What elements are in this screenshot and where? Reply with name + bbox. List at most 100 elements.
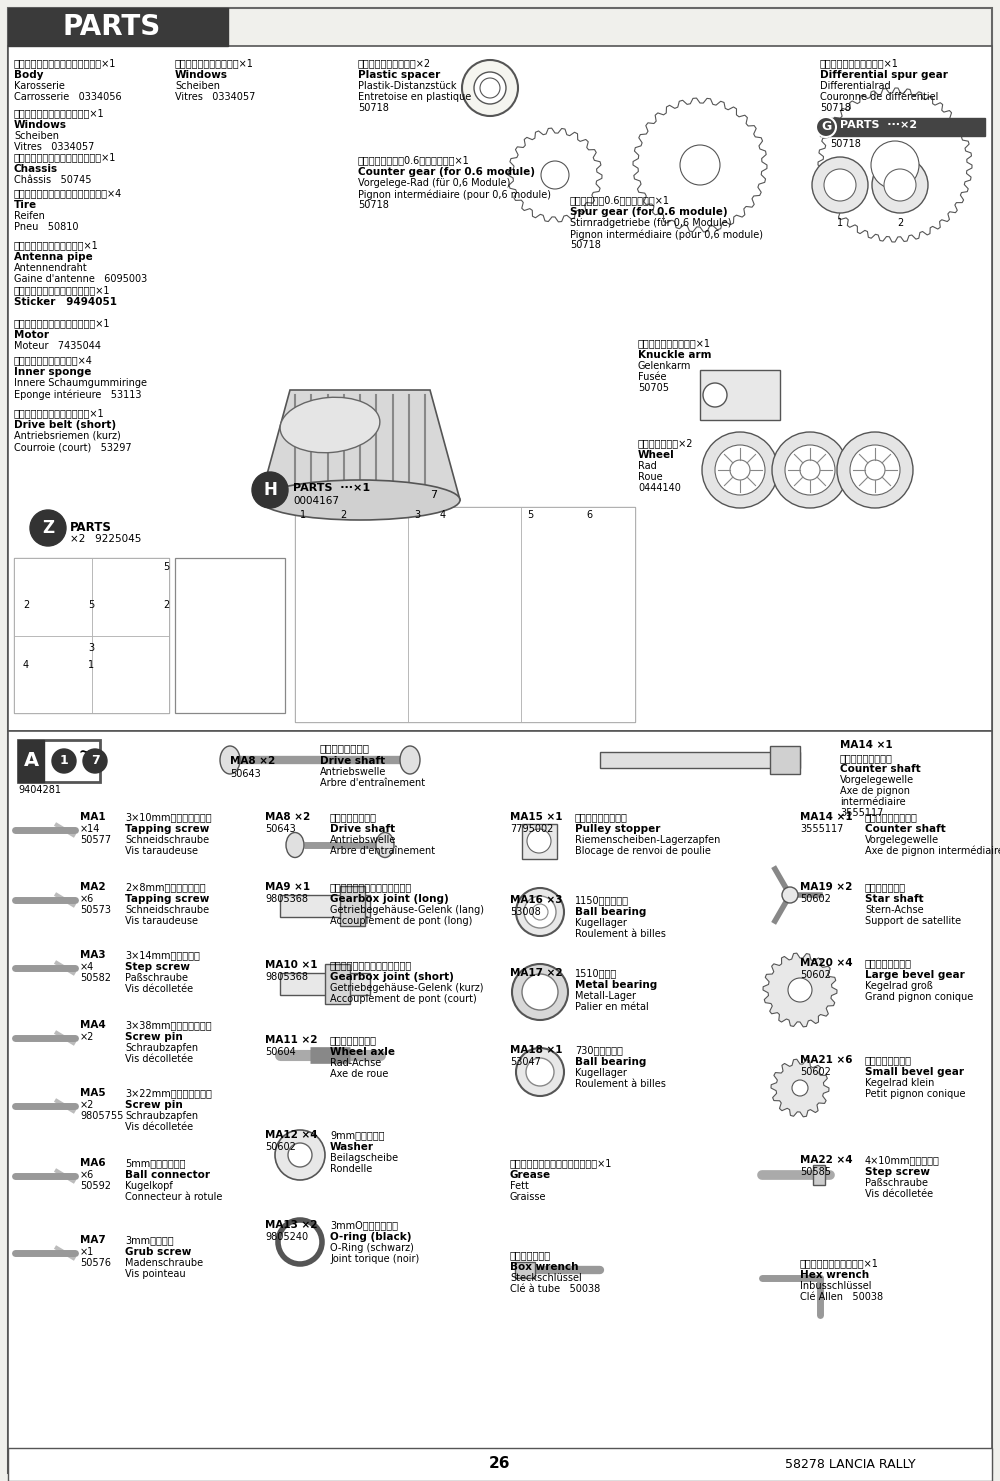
Text: Gearbox joint (long): Gearbox joint (long) [330,895,449,903]
Bar [14,558,92,635]
Text: MA3: MA3 [80,949,106,960]
Text: Schraubzapfen: Schraubzapfen [125,1111,198,1121]
Text: 9805368: 9805368 [265,895,308,903]
Text: Scheiben: Scheiben [14,130,59,141]
Circle shape [680,145,720,185]
Text: 0004167: 0004167 [293,496,339,507]
Text: 730ベアリング: 730ベアリング [575,1046,623,1054]
Text: Kugellager: Kugellager [575,918,627,929]
Circle shape [703,384,727,407]
Text: MA22 ×4: MA22 ×4 [800,1155,853,1166]
Text: Châssis   50745: Châssis 50745 [14,175,92,185]
Text: MA13 ×2: MA13 ×2 [265,1220,318,1231]
Bar [600,752,800,769]
Text: 50576: 50576 [80,1257,111,1268]
Text: Madenschraube: Madenschraube [125,1257,203,1268]
Text: MA10 ×1: MA10 ×1 [265,960,318,970]
Text: ボックスレンチ: ボックスレンチ [510,1250,551,1260]
Bar [14,558,169,712]
Bar [8,1448,992,1481]
Text: MA20 ×4: MA20 ×4 [800,958,853,969]
Text: MA11 ×2: MA11 ×2 [265,1035,318,1046]
Text: Rondelle: Rondelle [330,1164,372,1174]
Text: Grub screw: Grub screw [125,1247,191,1257]
Text: アンテナパイプ・・・・・×1: アンテナパイプ・・・・・×1 [14,240,99,250]
Text: 2: 2 [897,218,903,228]
Text: 50585: 50585 [800,1167,831,1177]
Text: Plastic spacer: Plastic spacer [358,70,440,80]
Text: 1: 1 [837,218,843,228]
Text: ×2   9225045: ×2 9225045 [70,535,141,544]
Bar [770,746,800,775]
Text: Hex wrench: Hex wrench [800,1271,869,1280]
Text: Schneidschraube: Schneidschraube [125,835,209,846]
Text: Roulement à billes: Roulement à billes [575,1080,666,1089]
Text: G: G [821,120,831,133]
Text: MA7: MA7 [80,1235,106,1246]
Text: Arbre d'entraînement: Arbre d'entraînement [330,846,435,856]
Text: 2: 2 [163,600,169,610]
Text: Screw pin: Screw pin [125,1100,183,1109]
Bar [8,46,992,732]
Ellipse shape [400,746,420,775]
Text: Step screw: Step screw [125,963,190,972]
Text: 5mmピローボール: 5mmピローボール [125,1158,186,1169]
Text: Rad: Rad [638,461,657,471]
Text: 0444140: 0444140 [638,483,681,493]
Text: Counter shaft: Counter shaft [865,823,946,834]
Bar [14,635,92,712]
Circle shape [30,509,66,546]
Bar [92,635,169,712]
Text: 3mmイモネジ: 3mmイモネジ [125,1235,174,1246]
Text: Differential spur gear: Differential spur gear [820,70,948,80]
Text: 4×10mm段付きビス: 4×10mm段付きビス [865,1155,940,1166]
Circle shape [792,1080,808,1096]
Bar [175,558,285,712]
Text: Ball bearing: Ball bearing [575,906,646,917]
Text: MA14 ×1: MA14 ×1 [800,812,853,822]
Text: Riemenscheiben-Lagerzapfen: Riemenscheiben-Lagerzapfen [575,835,720,846]
Text: Kegelrad klein: Kegelrad klein [865,1078,934,1089]
Text: ベベルギヤ（小）: ベベルギヤ（小） [865,1054,912,1065]
Circle shape [480,78,500,98]
Text: Tapping screw: Tapping screw [125,895,209,903]
Text: MA8 ×2: MA8 ×2 [230,755,275,766]
Text: ホイール・・・×2: ホイール・・・×2 [638,438,694,447]
Text: MA5: MA5 [80,1089,106,1097]
Text: Large bevel gear: Large bevel gear [865,970,965,980]
Text: Drive belt (short): Drive belt (short) [14,421,116,429]
Text: Blocage de renvoi de poulie: Blocage de renvoi de poulie [575,846,711,856]
Text: 1: 1 [300,509,306,520]
Text: Gaine d'antenne   6095003: Gaine d'antenne 6095003 [14,274,147,284]
Circle shape [850,444,900,495]
Text: Support de satellite: Support de satellite [865,917,961,926]
Text: 1150ベアリング: 1150ベアリング [575,895,629,905]
Circle shape [871,141,919,190]
Circle shape [512,964,568,1020]
Text: 50718: 50718 [820,104,851,113]
Text: Paßschraube: Paßschraube [125,973,188,983]
Polygon shape [260,390,460,501]
Text: Paßschraube: Paßschraube [865,1177,928,1188]
Text: 3555117: 3555117 [840,809,883,818]
Text: 2×8mmタッピングビス: 2×8mmタッピングビス [125,883,206,892]
Text: MA2: MA2 [80,883,106,892]
Text: Windows: Windows [175,70,228,80]
Text: MA19 ×2: MA19 ×2 [800,883,852,892]
Text: 50592: 50592 [80,1180,111,1191]
Text: 4: 4 [23,661,29,669]
Text: Z: Z [42,518,54,538]
Circle shape [824,169,856,201]
Text: MA12 ×4: MA12 ×4 [265,1130,318,1140]
Text: ×2: ×2 [80,1100,94,1109]
Text: 26: 26 [489,1456,511,1472]
Text: 50602: 50602 [800,970,831,980]
Text: Antriebsriemen (kurz): Antriebsriemen (kurz) [14,431,121,441]
Text: ドライブシャフト: ドライブシャフト [320,743,370,752]
Circle shape [812,157,868,213]
Text: ボディ・・・・・・・・・・・・×1: ボディ・・・・・・・・・・・・×1 [14,58,116,68]
Text: ベベルシャフト: ベベルシャフト [865,883,906,892]
Text: Roulement à billes: Roulement à billes [575,929,666,939]
Text: Chassis: Chassis [14,164,58,173]
Text: Vis pointeau: Vis pointeau [125,1269,186,1280]
